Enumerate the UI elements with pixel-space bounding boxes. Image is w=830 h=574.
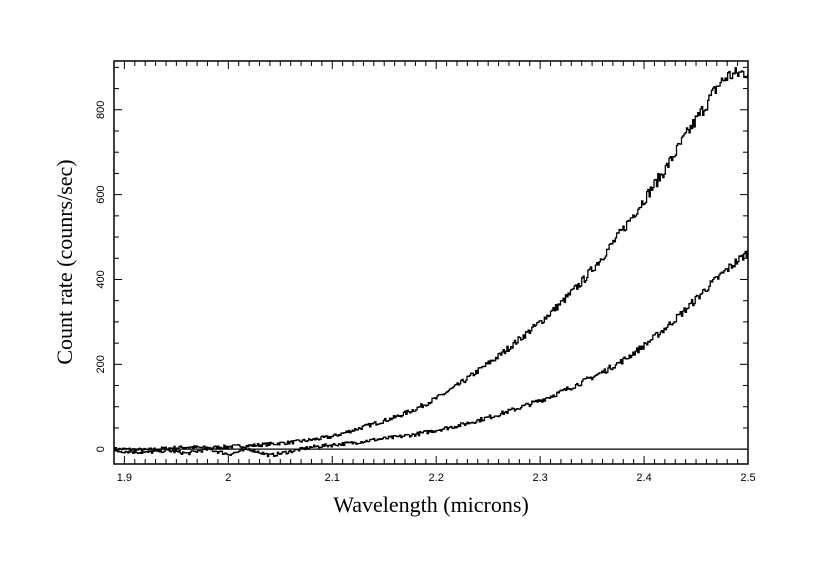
- series-line-2: [114, 250, 749, 458]
- x-tick-label: 2.4: [636, 472, 651, 484]
- series-line-1: [114, 67, 749, 452]
- y-tick-label: 600: [95, 185, 107, 203]
- y-tick-label: 200: [95, 355, 107, 373]
- plot-frame: [113, 60, 749, 465]
- y-tick-label: 0: [95, 446, 107, 452]
- x-tick-label: 2: [225, 472, 231, 484]
- y-ticks: 0 200 400 600 800: [95, 66, 748, 452]
- x-ticks: 1.9 2 2.1 2.2 2.3 2.4 2.5: [113, 61, 756, 484]
- y-tick-label: 400: [95, 270, 107, 288]
- y-tick-label: 800: [95, 101, 107, 119]
- x-tick-label: 2.5: [740, 472, 755, 484]
- x-tick-label: 2.3: [532, 472, 547, 484]
- x-tick-label: 1.9: [117, 472, 132, 484]
- x-axis-label: Wavelength (microns): [333, 492, 529, 517]
- series-group: [114, 67, 749, 458]
- x-tick-label: 2.1: [325, 472, 340, 484]
- y-axis-label: Count rate (counrs/sec): [52, 159, 77, 364]
- x-tick-label: 2.2: [429, 472, 444, 484]
